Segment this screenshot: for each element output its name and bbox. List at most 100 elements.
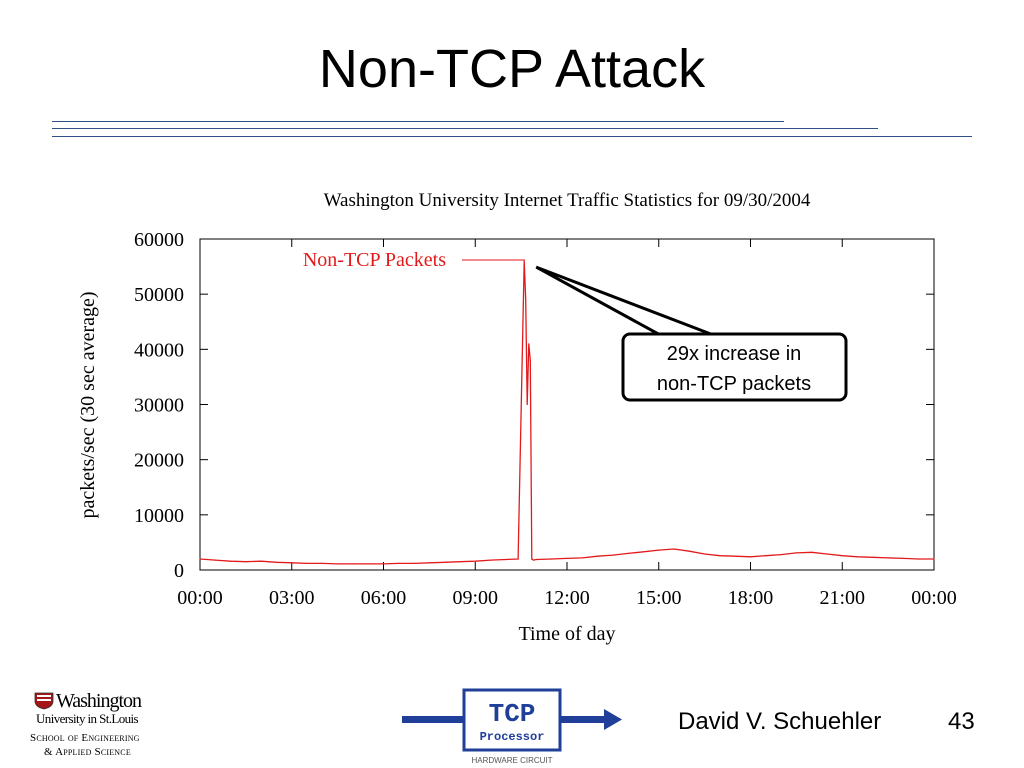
series-point — [673, 548, 675, 550]
footer-author: David V. Schuehler — [678, 708, 882, 735]
y-tick-label: 0 — [174, 560, 184, 582]
series-point — [795, 552, 798, 554]
series-point — [260, 560, 262, 562]
tcp-logo-left-bar — [402, 716, 464, 723]
tcp-logo-box — [462, 688, 562, 752]
callout-pointer — [535, 265, 717, 338]
y-tick-label: 60000 — [134, 229, 184, 251]
series-point — [566, 557, 568, 559]
x-tick-label: 06:00 — [361, 587, 407, 609]
series-point — [581, 557, 583, 559]
x-axis-ticks: 00:00 03:00 06:00 09:00 12:00 15:00 18:00 21:00… — [177, 239, 957, 609]
x-tick-label: 00:00 — [177, 587, 223, 609]
series-point — [765, 555, 767, 557]
washu-logo-line-4: & Applied Science — [44, 746, 131, 758]
series-layer — [199, 260, 935, 565]
series-point — [306, 562, 308, 564]
washu-shield-icon — [34, 692, 54, 710]
tcp-logo-sub-text: Processor — [480, 730, 545, 744]
series-point — [337, 563, 339, 565]
series-point — [529, 359, 531, 361]
y-tick-label: 50000 — [134, 284, 184, 306]
plot-frame — [199, 238, 935, 571]
series-point — [523, 260, 525, 262]
series-point — [551, 558, 553, 560]
callout-text-line-1: 29x increase in — [667, 343, 802, 365]
series-point — [245, 561, 247, 563]
title-rule-middle — [52, 128, 878, 129]
series-point — [749, 556, 752, 558]
series-point — [826, 553, 828, 555]
series-point — [933, 558, 935, 560]
series-point — [528, 343, 530, 345]
series-point — [489, 559, 492, 561]
x-tick-label: 18:00 — [728, 587, 774, 609]
legend-label: Non-TCP Packets — [303, 249, 446, 271]
x-axis-label: Time of day — [518, 623, 615, 645]
washu-logo-line-3: School of Engineering — [30, 732, 140, 744]
series-point — [627, 552, 629, 554]
y-tick-label: 20000 — [134, 450, 184, 472]
series-point — [382, 563, 385, 565]
series-point — [367, 563, 369, 565]
traffic-chart: Washington University Internet Traffic S… — [77, 190, 957, 645]
series-point — [918, 558, 920, 560]
series-point — [734, 555, 736, 557]
x-tick-label: 21:00 — [819, 587, 865, 609]
tcp-logo-right-bar — [560, 716, 606, 723]
slide-title: Non-TCP Attack — [318, 39, 706, 99]
series-point — [811, 551, 813, 553]
series-point — [525, 299, 527, 301]
series-point — [719, 555, 721, 557]
title-rule-bottom — [52, 136, 972, 137]
series-point — [872, 556, 874, 558]
series-point — [887, 557, 889, 559]
title-rule-top — [52, 121, 784, 122]
series-point — [321, 562, 323, 564]
series-point — [704, 553, 706, 555]
x-tick-label: 15:00 — [636, 587, 682, 609]
series-point — [902, 557, 905, 559]
series-point — [535, 558, 538, 561]
chart-title: Washington University Internet Traffic S… — [324, 190, 811, 211]
series-point — [841, 555, 843, 557]
x-tick-label: 00:00 — [911, 587, 957, 609]
washu-logo-line-1: Washington — [56, 690, 142, 712]
x-tick-label: 09:00 — [452, 587, 498, 609]
series-point — [444, 561, 446, 563]
tcp-logo-caption: HARDWARE CIRCUIT — [471, 756, 552, 765]
series-point — [199, 558, 201, 560]
series-point — [275, 561, 278, 563]
series-point — [597, 555, 599, 557]
series-point — [214, 559, 216, 561]
footer-page-number: 43 — [948, 708, 975, 735]
y-tick-label: 40000 — [134, 339, 184, 361]
series-line-non-tcp-packets — [199, 261, 934, 565]
series-point — [688, 550, 690, 552]
tcp-logo-main-text: TCP — [489, 699, 536, 729]
y-tick-label: 10000 — [134, 505, 184, 527]
arrow-right-icon — [604, 709, 622, 730]
series-point — [612, 554, 614, 556]
series-point — [413, 562, 415, 564]
series-point — [459, 561, 461, 563]
series-point — [526, 403, 528, 406]
y-axis-ticks: 0 10000 20000 30000 40000 50000 60000 — [134, 229, 934, 582]
series-point — [856, 556, 859, 558]
series-point — [505, 558, 507, 561]
series-point — [474, 560, 476, 562]
callout-box — [621, 332, 848, 402]
series-point — [531, 558, 533, 560]
series-point — [428, 562, 430, 564]
series-point — [532, 559, 535, 561]
series-point — [517, 558, 519, 560]
washu-logo: Washington University in St.Louis School… — [30, 690, 180, 762]
series-point — [352, 563, 354, 565]
series-point — [780, 554, 782, 556]
series-point — [642, 551, 645, 553]
y-tick-label: 30000 — [134, 395, 184, 417]
washu-logo-line-2: University in St.Louis — [36, 711, 139, 726]
y-axis-label: packets/sec (30 sec average) — [77, 291, 99, 518]
series-point — [658, 549, 660, 551]
x-tick-label: 03:00 — [269, 587, 315, 609]
